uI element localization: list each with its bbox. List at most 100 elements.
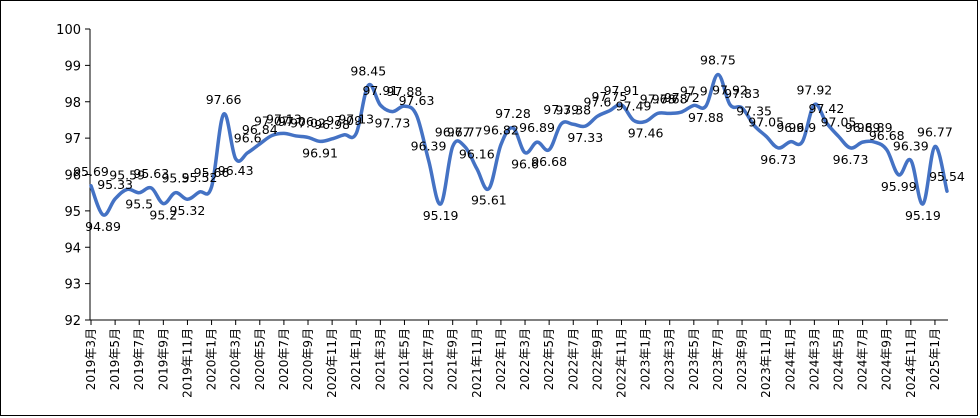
data-label: 95.54 (929, 169, 965, 184)
x-tick-label: 2023年1月 (639, 328, 653, 390)
data-label: 95.59 (109, 167, 145, 182)
x-tick-label: 2024年5月 (831, 328, 845, 390)
data-label: 97.72 (664, 90, 700, 105)
x-tick-label: 2020年3月 (229, 328, 243, 390)
data-label: 95.69 (73, 164, 109, 179)
y-tick-label: 97 (64, 132, 81, 147)
x-tick-label: 2020年9月 (301, 328, 315, 390)
data-label: 97.42 (809, 101, 845, 116)
x-tick-label: 2022年7月 (566, 328, 580, 390)
y-tick-label: 93 (64, 278, 81, 293)
data-label: 96.82 (483, 123, 519, 138)
x-tick-label: 2023年11月 (759, 328, 773, 398)
x-tick-label: 2025年1月 (928, 328, 942, 390)
data-label: 97.49 (616, 98, 652, 113)
x-tick-label: 2021年5月 (397, 328, 411, 390)
data-label: 96.9 (788, 120, 816, 135)
data-label: 96.68 (531, 154, 567, 169)
data-label: 96.73 (833, 152, 869, 167)
data-label: 97.83 (724, 86, 760, 101)
data-label: 96.98 (314, 117, 350, 132)
data-label: 97.13 (266, 111, 302, 126)
data-label: 97.91 (604, 83, 640, 98)
data-label: 96.73 (760, 152, 796, 167)
data-label: 96.91 (302, 145, 338, 160)
data-label: 95.52 (182, 170, 218, 185)
data-label: 96.68 (869, 128, 905, 143)
x-tick-label: 2020年7月 (277, 328, 291, 390)
data-label: 97.38 (555, 102, 591, 117)
data-label: 95.61 (471, 193, 507, 208)
axes (85, 28, 948, 325)
y-tick-label: 100 (56, 23, 81, 38)
tick-labels: 92 93 94 95 96 97 98 99 100 2019年3月 2019年5月 2019年7月… (56, 23, 942, 398)
x-tick-label: 2023年9月 (735, 328, 749, 390)
data-label: 97.07 (254, 114, 290, 129)
data-label: 97.39 (543, 102, 579, 117)
data-label: 97.75 (592, 89, 628, 104)
data-label: 96.89 (519, 120, 555, 135)
data-label: 97.68 (640, 91, 676, 106)
x-tick-label: 2024年3月 (807, 328, 821, 390)
y-tick-label: 94 (64, 241, 81, 256)
data-label: 97.46 (628, 125, 664, 140)
data-label: 95.5 (125, 197, 153, 212)
data-label: 97.02 (290, 115, 326, 130)
data-labels: 95.6994.8995.3395.5995.595.6395.295.595.… (73, 52, 965, 233)
data-label: 97.06 (278, 114, 314, 129)
data-label: 95.63 (133, 166, 169, 181)
y-tick-label: 98 (64, 96, 81, 111)
x-tick-label: 2022年1月 (494, 328, 508, 390)
x-tick-label: 2023年7月 (711, 328, 725, 390)
data-label: 97.33 (567, 130, 603, 145)
data-label: 97.91 (362, 83, 398, 98)
data-label: 98.75 (700, 52, 736, 67)
x-tick-label: 2022年5月 (542, 328, 556, 390)
x-tick-label: 2021年9月 (446, 328, 460, 390)
data-label: 95.32 (170, 203, 206, 218)
y-tick-label: 99 (64, 59, 81, 74)
data-label: 96.77 (447, 124, 483, 139)
data-label: 96.89 (857, 120, 893, 135)
x-tick-label: 2019年3月 (84, 328, 98, 390)
x-tick-label: 2024年1月 (783, 328, 797, 390)
x-tick-label: 2021年1月 (349, 328, 363, 390)
x-tick-label: 2023年3月 (663, 328, 677, 390)
x-tick-label: 2022年11月 (614, 328, 628, 398)
x-tick-label: 2023年5月 (687, 328, 701, 390)
data-label: 97.05 (821, 114, 857, 129)
data-label: 97.88 (688, 110, 724, 125)
x-tick-label: 2024年11月 (904, 328, 918, 398)
x-tick-label: 2022年9月 (590, 328, 604, 390)
data-label: 95.99 (881, 179, 917, 194)
data-label: 96.9 (776, 120, 804, 135)
x-tick-label: 2020年5月 (253, 328, 267, 390)
data-label: 95.19 (423, 208, 459, 223)
data-label: 98.45 (350, 63, 386, 78)
data-label: 96.43 (218, 163, 254, 178)
data-label: 96.6 (511, 157, 539, 172)
y-tick-label: 92 (64, 314, 81, 329)
data-label: 96.84 (242, 122, 278, 137)
x-tick-label: 2020年11月 (325, 328, 339, 398)
data-label: 97.92 (796, 83, 832, 98)
data-label: 96.77 (435, 124, 471, 139)
data-label: 97.6 (583, 94, 611, 109)
data-label: 97.05 (748, 114, 784, 129)
x-tick-label: 2020年1月 (205, 328, 219, 390)
data-label: 97.35 (736, 103, 772, 118)
x-tick-label: 2019年9月 (156, 328, 170, 390)
x-tick-label: 2019年11月 (180, 328, 194, 398)
data-label: 96.39 (893, 138, 929, 153)
x-tick-label: 2021年7月 (422, 328, 436, 390)
data-label: 95.66 (194, 165, 230, 180)
data-label: 97.73 (375, 116, 411, 131)
data-label: 96.89 (845, 120, 881, 135)
x-tick-label: 2019年5月 (108, 328, 122, 390)
data-label: 96.16 (459, 147, 495, 162)
data-label: 95.33 (97, 177, 133, 192)
data-label: 97.66 (206, 92, 242, 107)
data-label: 95.19 (905, 208, 941, 223)
